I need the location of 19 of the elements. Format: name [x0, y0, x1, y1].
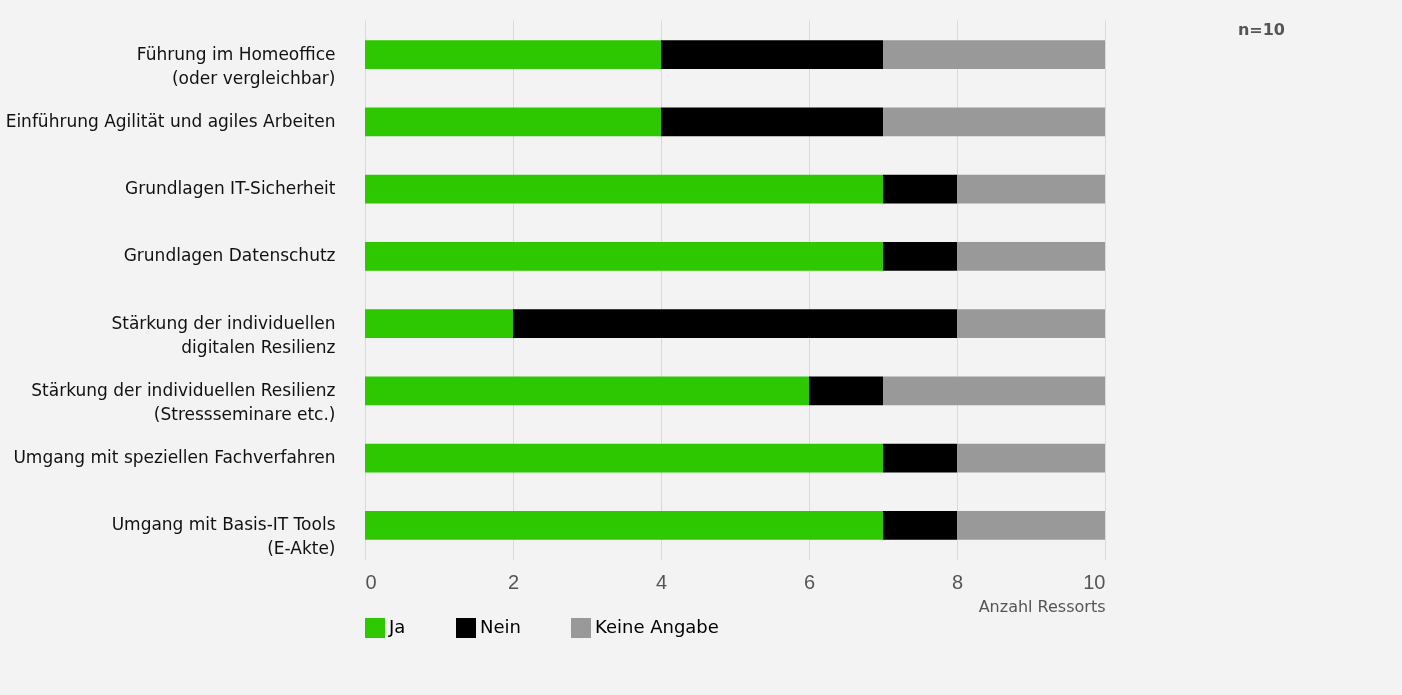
x-tick-label: 10 [1083, 570, 1106, 593]
y-tick-label: Grundlagen Datenschutz [123, 245, 336, 266]
x-tick-label: 4 [655, 570, 668, 593]
legend-label: Keine Angabe [595, 616, 719, 637]
y-tick-label: Stärkung der individuellen digitalen Resilienz [111, 312, 336, 357]
x-tick-label: 8 [951, 570, 964, 593]
x-tick-label: 0 [365, 570, 377, 593]
text: n=10 [1237, 20, 1285, 39]
y-tick-label: Umgang mit Basis-IT Tools (E-Akte) [111, 514, 336, 559]
y-tick-label: Stärkung der individuellen Resilienz (Stressseminare etc.) [31, 379, 336, 424]
legend-label: Ja [388, 616, 406, 637]
y-tick-label: Grundlagen IT-Sicherheit [125, 178, 336, 199]
y-tick-label: Führung im Homeoffice (oder vergleichbar) [136, 43, 336, 88]
y-tick-label: Umgang mit speziellen Fachverfahren [13, 447, 336, 468]
y-tick-label: Einführung Agilität und agiles Arbeiten [5, 110, 336, 131]
x-tick-label: 6 [803, 570, 816, 593]
x-tick-label: 2 [507, 570, 520, 593]
x-axis-title: Anzahl Ressorts [978, 596, 1106, 616]
legend-label: Nein [480, 616, 521, 637]
